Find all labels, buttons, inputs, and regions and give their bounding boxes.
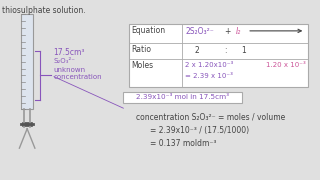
Text: thiosulphate solution.: thiosulphate solution. — [2, 6, 85, 15]
Text: = 2.39 x 10⁻³: = 2.39 x 10⁻³ — [185, 73, 233, 78]
FancyBboxPatch shape — [123, 92, 242, 103]
Text: Equation: Equation — [131, 26, 165, 35]
Text: Ratio: Ratio — [131, 45, 151, 54]
Text: concentration: concentration — [53, 75, 102, 80]
Text: I₂: I₂ — [236, 27, 241, 36]
Text: 2S₂O₃²⁻: 2S₂O₃²⁻ — [185, 27, 214, 36]
Text: = 2.39x10⁻³ / (17.5/1000): = 2.39x10⁻³ / (17.5/1000) — [150, 126, 249, 135]
Text: unknown: unknown — [53, 67, 85, 73]
Text: = 0.137 moldm⁻³: = 0.137 moldm⁻³ — [150, 140, 217, 148]
Text: 1: 1 — [241, 46, 246, 55]
Text: :: : — [224, 46, 226, 55]
Text: Moles: Moles — [131, 61, 153, 70]
Text: +: + — [224, 27, 230, 36]
Text: 2 x 1.20x10⁻³: 2 x 1.20x10⁻³ — [185, 62, 233, 68]
Text: 2: 2 — [195, 46, 200, 55]
Text: S₂O₃²⁻: S₂O₃²⁻ — [53, 58, 75, 64]
Text: 17.5cm³: 17.5cm³ — [53, 48, 85, 57]
Text: 1.20 x 10⁻³: 1.20 x 10⁻³ — [266, 62, 305, 68]
FancyBboxPatch shape — [21, 14, 33, 109]
Text: concentration S₂O₃²⁻ = moles / volume: concentration S₂O₃²⁻ = moles / volume — [136, 112, 285, 121]
FancyBboxPatch shape — [22, 122, 32, 126]
FancyBboxPatch shape — [129, 24, 308, 87]
Text: 2.39x10⁻³ mol in 17.5cm³: 2.39x10⁻³ mol in 17.5cm³ — [136, 94, 229, 100]
